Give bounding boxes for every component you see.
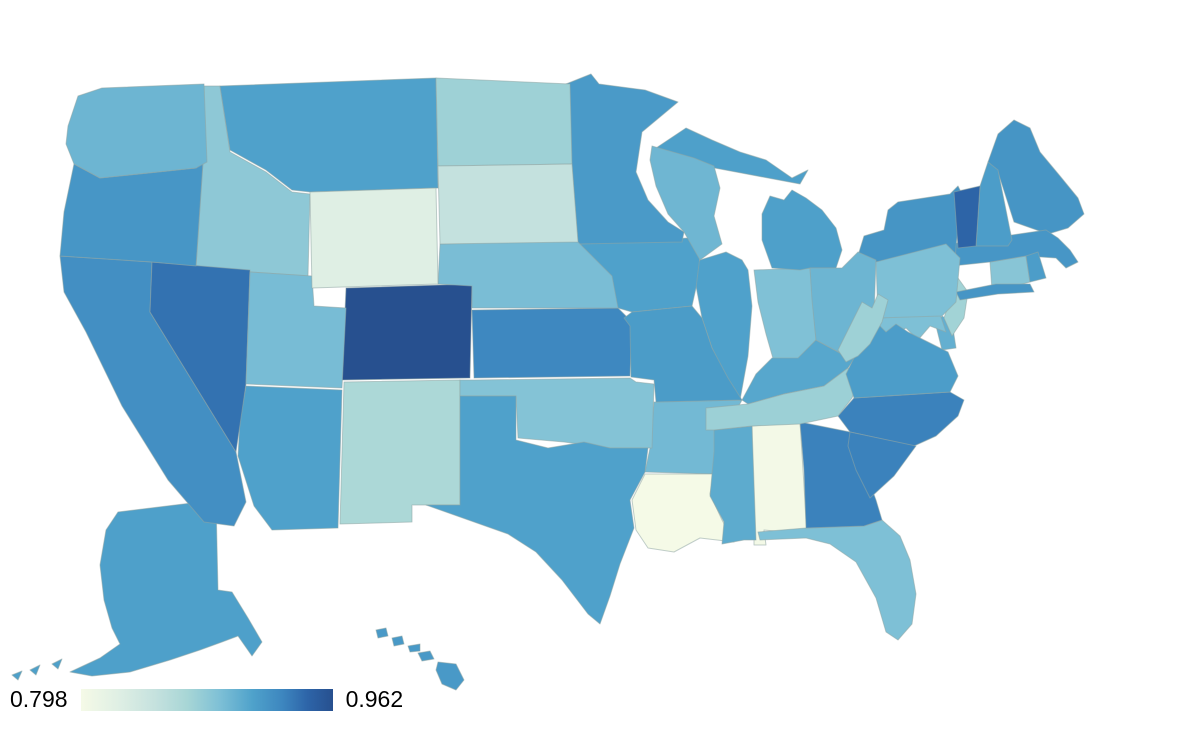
state-az[interactable] <box>237 385 343 531</box>
state-nd[interactable] <box>435 77 573 167</box>
state-ms[interactable] <box>709 425 757 545</box>
state-tn[interactable] <box>705 367 861 431</box>
state-ak[interactable] <box>29 664 41 676</box>
state-hi[interactable] <box>417 650 435 662</box>
state-nm[interactable] <box>339 379 461 525</box>
state-hi[interactable] <box>375 627 389 639</box>
state-ak[interactable] <box>69 499 263 677</box>
state-co[interactable] <box>341 283 473 381</box>
state-ks[interactable] <box>471 307 633 379</box>
state-hi[interactable] <box>407 643 421 653</box>
state-hi[interactable] <box>435 661 465 691</box>
state-in[interactable] <box>753 267 817 363</box>
state-ut[interactable] <box>245 271 347 389</box>
state-wa[interactable] <box>65 83 208 179</box>
state-sd[interactable] <box>437 163 579 245</box>
state-ne[interactable] <box>437 239 619 309</box>
legend-min-label: 0.798 <box>10 686 68 712</box>
state-ri[interactable] <box>1025 251 1047 283</box>
state-ak[interactable] <box>51 658 63 670</box>
state-fl[interactable] <box>757 519 917 641</box>
legend-max-label: 0.962 <box>345 686 404 712</box>
state-wv[interactable] <box>837 293 889 363</box>
state-vt[interactable] <box>953 185 981 249</box>
state-mo[interactable] <box>623 305 743 403</box>
state-nv[interactable] <box>149 261 251 453</box>
state-mi[interactable] <box>761 189 843 271</box>
state-me[interactable] <box>987 119 1085 235</box>
state-or[interactable] <box>59 161 204 267</box>
state-hi[interactable] <box>391 635 405 647</box>
color-legend: 0.798 0.962 <box>10 688 403 711</box>
state-sc[interactable] <box>847 431 917 499</box>
state-wi[interactable] <box>649 145 723 261</box>
state-wy[interactable] <box>309 187 439 289</box>
state-ny[interactable] <box>955 283 1035 301</box>
state-ak[interactable] <box>11 670 23 681</box>
state-tx[interactable] <box>425 395 649 625</box>
legend-gradient-bar <box>80 688 333 711</box>
